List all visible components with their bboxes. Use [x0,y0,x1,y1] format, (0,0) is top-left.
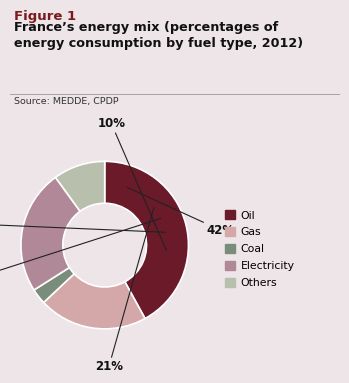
Text: Source: MEDDE, CPDP: Source: MEDDE, CPDP [14,97,119,105]
Wedge shape [55,161,105,211]
Text: 3%: 3% [0,218,161,283]
Legend: Oil, Gas, Coal, Electricity, Others: Oil, Gas, Coal, Electricity, Others [225,210,295,288]
Text: France’s energy mix (percentages of
energy consumption by fuel type, 2012): France’s energy mix (percentages of ener… [14,21,303,49]
Wedge shape [34,268,74,303]
Wedge shape [105,161,188,319]
Wedge shape [44,274,145,329]
Text: 42%: 42% [127,187,234,237]
Text: 24%: 24% [0,218,165,232]
Text: 10%: 10% [97,117,166,250]
Wedge shape [21,177,80,290]
Text: 21%: 21% [95,207,154,373]
Text: Figure 1: Figure 1 [14,10,76,23]
